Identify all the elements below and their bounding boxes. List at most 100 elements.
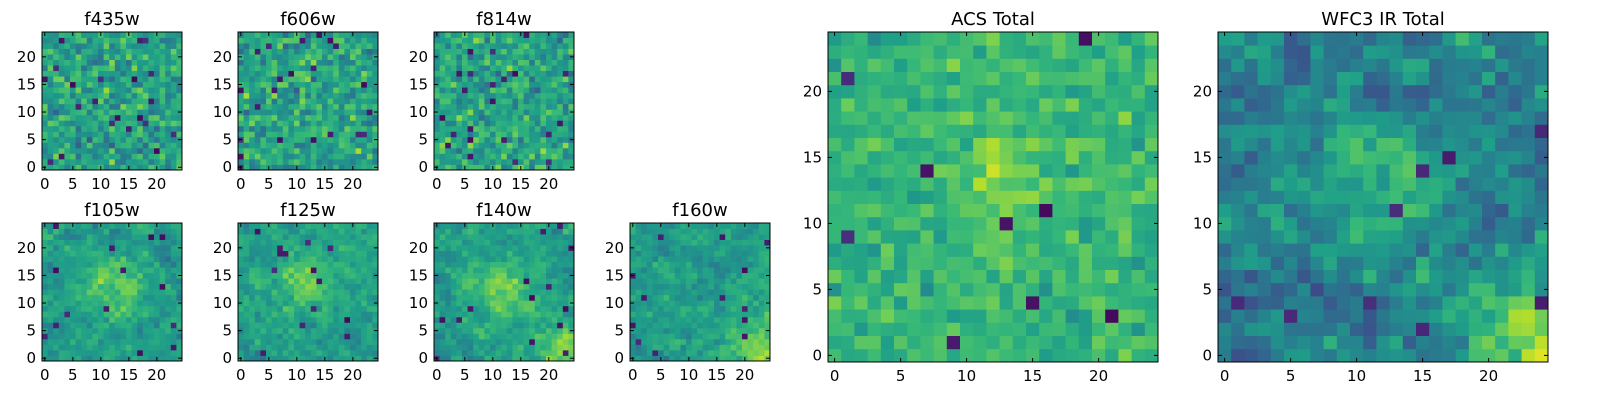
heatmap-cell bbox=[523, 136, 530, 143]
heatmap-cell bbox=[154, 272, 160, 279]
heatmap-cell bbox=[907, 322, 921, 336]
heatmap-cell bbox=[238, 43, 244, 49]
heatmap-cell bbox=[254, 43, 261, 49]
heatmap-cell bbox=[266, 322, 272, 329]
heatmap-cell bbox=[131, 300, 138, 307]
heatmap-cell bbox=[109, 223, 116, 229]
heatmap-cell bbox=[1026, 243, 1040, 257]
heatmap-cell bbox=[1012, 216, 1027, 231]
heatmap-cell bbox=[98, 311, 104, 318]
heatmap-cell bbox=[456, 349, 463, 356]
heatmap-cell bbox=[540, 261, 547, 268]
heatmap-cell bbox=[730, 289, 737, 296]
heatmap-cell bbox=[148, 125, 155, 132]
heatmap-cell bbox=[271, 283, 278, 290]
heatmap-cell bbox=[986, 150, 1000, 165]
heatmap-cell bbox=[568, 234, 575, 240]
heatmap-cell bbox=[271, 338, 278, 345]
heatmap-cell bbox=[841, 177, 855, 191]
heatmap-cell bbox=[646, 234, 653, 240]
heatmap-cell bbox=[366, 92, 373, 99]
heatmap-cell bbox=[546, 322, 552, 329]
heatmap-cell bbox=[518, 158, 524, 165]
heatmap-cell bbox=[58, 81, 65, 88]
heatmap-cell bbox=[154, 239, 160, 246]
heatmap-cell bbox=[372, 322, 379, 329]
heatmap-cell bbox=[495, 278, 502, 285]
heatmap-cell bbox=[518, 338, 524, 345]
heatmap-cell bbox=[730, 294, 737, 301]
heatmap-cell bbox=[478, 59, 485, 66]
heatmap-cell bbox=[1144, 309, 1159, 323]
heatmap-cell bbox=[523, 283, 530, 290]
heatmap-cell bbox=[1078, 309, 1093, 323]
heatmap-cell bbox=[165, 333, 172, 340]
heatmap-cell bbox=[478, 114, 485, 121]
heatmap-cell bbox=[462, 338, 468, 345]
heatmap-cell bbox=[64, 223, 71, 229]
heatmap-cell bbox=[562, 278, 569, 285]
heatmap-cell bbox=[282, 87, 289, 94]
heatmap-cell bbox=[170, 131, 177, 138]
heatmap-cell bbox=[467, 87, 474, 94]
heatmap-cell bbox=[75, 114, 82, 121]
heatmap-cell bbox=[540, 120, 547, 127]
heatmap-cell bbox=[1131, 348, 1146, 363]
heatmap-cell bbox=[288, 125, 295, 132]
heatmap-cell bbox=[1039, 322, 1053, 336]
heatmap-cell bbox=[159, 54, 166, 60]
heatmap-cell bbox=[137, 65, 144, 72]
heatmap-cell bbox=[238, 87, 244, 94]
heatmap-cell bbox=[1012, 322, 1027, 336]
heatmap-cell bbox=[467, 349, 474, 356]
heatmap-cell bbox=[663, 327, 670, 334]
heatmap-cell bbox=[282, 37, 289, 44]
heatmap-cell bbox=[551, 316, 558, 323]
heatmap-cell bbox=[131, 37, 138, 44]
heatmap-cell bbox=[372, 158, 379, 165]
heatmap-cell bbox=[512, 333, 519, 340]
heatmap-cell bbox=[64, 239, 71, 246]
heatmap-cell bbox=[534, 239, 541, 246]
heatmap-cell bbox=[299, 164, 306, 171]
heatmap-cell bbox=[467, 234, 474, 240]
heatmap-cell bbox=[462, 305, 468, 312]
heatmap-cell bbox=[316, 98, 323, 105]
heatmap-cell bbox=[170, 70, 177, 77]
heatmap-cell bbox=[999, 164, 1014, 178]
heatmap-cell bbox=[350, 327, 356, 334]
heatmap-cell bbox=[512, 294, 519, 301]
heatmap-cell bbox=[126, 228, 132, 235]
heatmap-cell bbox=[854, 269, 868, 284]
heatmap-cell bbox=[243, 70, 250, 77]
heatmap-cell bbox=[742, 228, 748, 235]
heatmap-cell bbox=[730, 311, 737, 318]
heatmap-cell bbox=[98, 333, 104, 340]
heatmap-cell bbox=[47, 59, 54, 66]
heatmap-cell bbox=[1092, 256, 1106, 270]
heatmap-cell bbox=[854, 243, 868, 257]
heatmap-cell bbox=[260, 103, 267, 110]
heatmap-cell bbox=[131, 256, 138, 263]
heatmap-cell bbox=[327, 311, 334, 318]
heatmap-cell bbox=[467, 48, 474, 55]
heatmap-cell bbox=[473, 305, 480, 312]
heatmap-cell bbox=[322, 289, 328, 296]
heatmap-cell bbox=[758, 316, 765, 323]
heatmap-cell bbox=[540, 59, 547, 66]
heatmap-cell bbox=[305, 223, 312, 229]
heatmap-cell bbox=[126, 158, 132, 165]
heatmap-cell bbox=[131, 153, 138, 160]
heatmap-cell bbox=[557, 294, 564, 301]
heatmap-cell bbox=[702, 300, 709, 307]
heatmap-cell bbox=[109, 114, 116, 121]
heatmap-cell bbox=[551, 245, 558, 251]
heatmap-cell bbox=[243, 289, 250, 296]
heatmap-cell bbox=[361, 114, 368, 121]
heatmap-cell bbox=[495, 349, 502, 356]
heatmap-cell bbox=[322, 136, 328, 143]
heatmap-cell bbox=[529, 305, 536, 312]
heatmap-cell bbox=[714, 239, 720, 246]
heatmap-cell bbox=[568, 92, 575, 99]
heatmap-cell bbox=[1026, 282, 1040, 297]
